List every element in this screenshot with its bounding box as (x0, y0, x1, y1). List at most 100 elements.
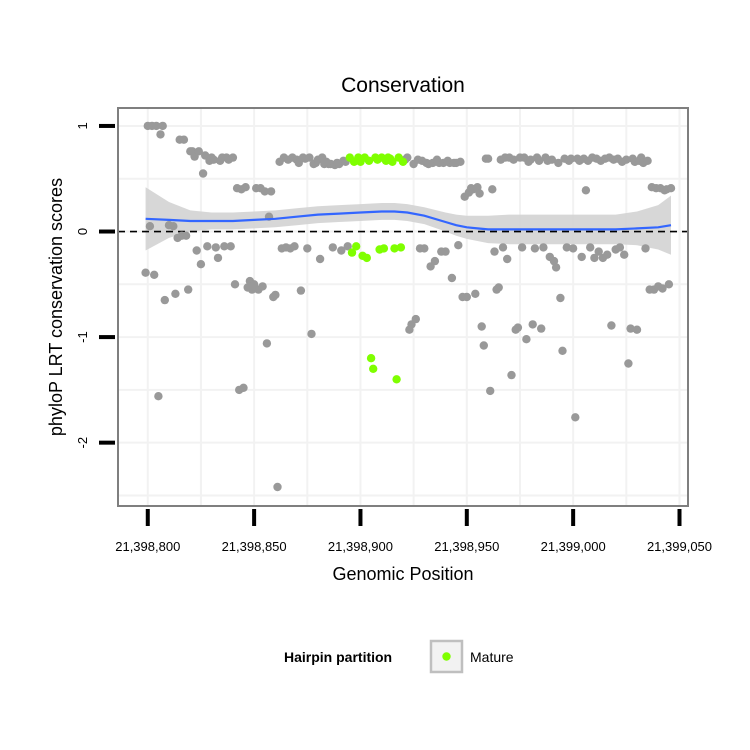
point-other (558, 346, 567, 355)
point-other (498, 243, 508, 252)
point-other (490, 247, 499, 256)
point-other (179, 135, 189, 144)
point-other (420, 244, 429, 253)
legend-label-mature: Mature (470, 649, 514, 665)
grid-lines (118, 108, 688, 506)
point-other (517, 243, 527, 252)
point-other (522, 335, 531, 344)
point-mature (369, 364, 378, 373)
point-other (203, 242, 212, 251)
y-axis: 1 0 -1 -2 (75, 122, 115, 448)
point-other (620, 250, 629, 259)
legend: Hairpin partition Mature (284, 639, 514, 674)
point-other (271, 290, 280, 300)
point-other (160, 295, 169, 305)
point-other (537, 324, 546, 333)
point-mature (390, 244, 399, 253)
point-mature (364, 156, 374, 165)
point-mature (396, 243, 406, 252)
points-layer (141, 121, 676, 492)
point-other (145, 222, 155, 231)
point-other (192, 246, 201, 255)
point-other (526, 155, 535, 164)
plot-panel (118, 108, 688, 506)
legend-title: Hairpin partition (284, 649, 392, 665)
point-mature (392, 375, 401, 384)
point-mature (379, 244, 389, 253)
point-other (577, 252, 586, 262)
point-other (547, 155, 557, 164)
point-other (626, 324, 635, 333)
point-other (181, 231, 191, 240)
point-other (209, 155, 218, 164)
point-other (158, 121, 167, 131)
point-other (581, 186, 591, 195)
point-other (290, 242, 299, 251)
point-other (171, 289, 180, 298)
point-mature (352, 242, 361, 251)
point-other (156, 130, 165, 139)
point-other (454, 241, 463, 250)
point-other (607, 321, 616, 330)
point-other (507, 370, 516, 380)
point-other (211, 243, 220, 252)
point-mature (362, 253, 371, 263)
point-other (594, 247, 603, 256)
point-other (554, 158, 563, 168)
point-other (226, 242, 235, 251)
point-other (198, 169, 208, 178)
point-other (488, 185, 497, 194)
point-other (184, 285, 193, 294)
confidence-band (145, 187, 672, 255)
point-other (260, 187, 269, 196)
point-other (494, 283, 503, 292)
point-other (337, 246, 346, 255)
point-other (303, 244, 312, 253)
point-other (262, 339, 272, 348)
point-other (228, 153, 238, 162)
point-other (509, 155, 518, 164)
point-other (566, 154, 576, 163)
smooth-line-layer (145, 210, 672, 231)
point-other (315, 254, 325, 264)
x-tick-label: 21,398,800 (115, 539, 180, 554)
point-other (664, 280, 674, 289)
point-other (196, 260, 206, 269)
point-other (568, 244, 578, 253)
point-other (343, 242, 352, 251)
point-other (220, 242, 229, 251)
x-axis-title: Genomic Position (332, 564, 473, 584)
x-tick-label: 21,398,950 (434, 539, 499, 554)
point-other (513, 323, 523, 332)
point-other (479, 341, 488, 350)
y-tick-label: 0 (75, 228, 90, 235)
chart-title: Conservation (341, 74, 465, 97)
point-other (305, 153, 314, 162)
point-other (150, 270, 159, 279)
point-other (296, 286, 306, 295)
point-mature (366, 354, 376, 363)
point-other (258, 282, 267, 291)
point-other (486, 386, 495, 396)
point-other (307, 329, 316, 339)
point-other (624, 359, 633, 368)
y-tick-label: 1 (75, 122, 90, 129)
point-other (556, 293, 565, 303)
point-other (530, 244, 540, 253)
point-other (411, 314, 420, 324)
point-other (273, 482, 282, 492)
point-other (534, 156, 544, 165)
point-other (658, 284, 667, 293)
point-other (152, 121, 161, 131)
point-other (483, 154, 493, 163)
plot-panel-border (117, 107, 689, 507)
point-other (266, 187, 276, 196)
point-other (456, 157, 465, 166)
x-axis: 21,398,800 21,398,850 21,398,900 21,398,950… (115, 509, 712, 554)
x-tick-label: 21,399,000 (541, 539, 606, 554)
point-other (615, 243, 625, 252)
point-other (239, 383, 248, 392)
point-other (551, 263, 561, 272)
point-other (562, 243, 571, 252)
